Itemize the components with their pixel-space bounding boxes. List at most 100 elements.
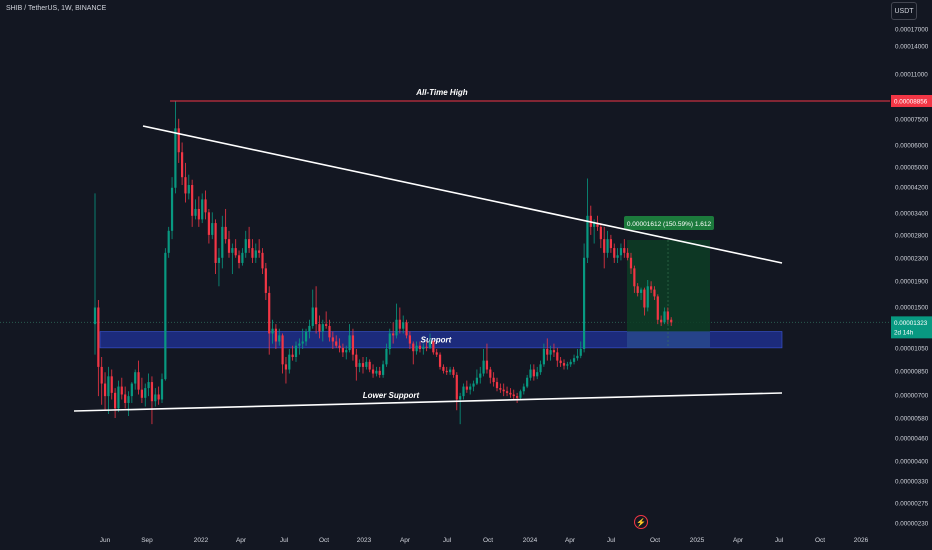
time-tick-label: Jul (443, 537, 452, 544)
time-tick-label: Apr (236, 537, 247, 544)
candle-body (227, 239, 231, 253)
candle-body (495, 382, 499, 389)
candle-body (636, 286, 639, 293)
candle-body (197, 208, 200, 220)
descending-trendline (142, 125, 783, 264)
candle-body (315, 307, 318, 325)
candle-body (244, 239, 247, 253)
candle-body (167, 230, 170, 253)
candle-body (375, 370, 378, 374)
candle-body (606, 239, 609, 253)
candle-body (445, 370, 448, 373)
candle-body (663, 311, 666, 323)
time-axis[interactable]: Jun Sep 2022 Apr Jul Oct 2023 Apr Jul Oct 2024 Apr J… (100, 537, 869, 544)
candle-body (398, 319, 401, 329)
candle-body (170, 187, 174, 231)
candle-body (596, 223, 599, 227)
candle-body (298, 343, 301, 346)
candle-body (660, 319, 663, 323)
candle-body (572, 358, 576, 362)
time-tick-label: Apr (400, 537, 411, 544)
candle-body (221, 226, 224, 258)
time-tick-label: Jul (775, 537, 784, 544)
candle-body (492, 377, 495, 383)
candle-body (385, 348, 388, 365)
candle-body (408, 335, 411, 344)
price-tick-label: 0.00000700 (895, 393, 929, 400)
candle-body (425, 346, 428, 348)
candle-body (134, 372, 137, 384)
candle-body (619, 248, 623, 256)
candle-body (328, 325, 331, 338)
candle-body (341, 347, 344, 353)
candle-body (107, 376, 110, 397)
price-tick-label: 0.00014000 (895, 44, 929, 51)
candle-body (258, 250, 261, 253)
candle-body (174, 128, 177, 188)
candle-body (120, 386, 123, 395)
candle-body (93, 307, 97, 325)
candle-body (140, 389, 143, 398)
candle-body (144, 388, 147, 398)
candle-body (311, 307, 314, 326)
candle-body (338, 345, 341, 348)
candle-body (261, 252, 264, 269)
candle-body (130, 383, 133, 397)
time-tick-label: Sep (141, 537, 153, 544)
candle-body (224, 226, 227, 240)
candle-body (469, 386, 472, 390)
candle-body (593, 223, 596, 227)
time-tick-label: 2026 (854, 537, 869, 544)
price-tick-label: 0.00003400 (895, 211, 929, 218)
lower-support-trendline (73, 392, 783, 412)
candle-body (321, 324, 324, 332)
candle-body (254, 250, 257, 258)
candle-body (127, 396, 130, 403)
price-tick-label: 0.00000400 (895, 459, 929, 466)
zones-layer: Support 0.00001612 (150.59%) 1.612 (0, 216, 890, 349)
candle-body (603, 239, 606, 253)
time-tick-label: Oct (483, 537, 493, 544)
candle-body (556, 352, 559, 361)
candle-body (452, 369, 455, 375)
tradingview-logo-icon[interactable]: ⚡ (634, 515, 648, 529)
last-price-text: 0.00001323 (894, 320, 928, 327)
candle-body (234, 248, 237, 256)
candle-body (643, 289, 646, 308)
candle-body (335, 341, 338, 346)
candle-body (586, 215, 589, 258)
price-tick-label: 0.00000275 (895, 501, 929, 508)
stop-zone (627, 331, 710, 348)
candle-body (516, 396, 519, 398)
candle-body (301, 341, 304, 344)
time-tick-label: Apr (733, 537, 744, 544)
time-tick-label: Apr (565, 537, 576, 544)
price-axis[interactable]: 0.00017000 0.00014000 0.00011000 0.00007500… (891, 27, 932, 528)
candle-body (405, 322, 408, 336)
candle-body (666, 311, 669, 320)
time-tick-label: Jul (607, 537, 616, 544)
lower-support-label: Lower Support (363, 391, 420, 400)
candle-body (248, 239, 251, 249)
candle-body (489, 369, 492, 378)
candle-body (479, 373, 482, 378)
price-tick-label: 0.00001050 (895, 346, 929, 353)
currency-button[interactable]: USDT (891, 2, 917, 20)
candle-body (485, 360, 489, 370)
candle-body (542, 348, 545, 365)
candle-body (522, 386, 525, 392)
candle-body (526, 377, 529, 387)
candle-body (579, 348, 582, 356)
target-label: 0.00001612 (150.59%) 1.612 (627, 221, 712, 228)
candle-body (251, 248, 254, 258)
candle-body (639, 289, 643, 293)
time-tick-label: Jul (280, 537, 289, 544)
candle-body (365, 361, 368, 367)
price-tick-label: 0.00001500 (895, 305, 929, 312)
candle-body (382, 364, 385, 375)
candle-body (532, 369, 535, 377)
candle-body (304, 331, 308, 342)
time-tick-label: 2023 (357, 537, 372, 544)
candle-body (566, 364, 569, 366)
